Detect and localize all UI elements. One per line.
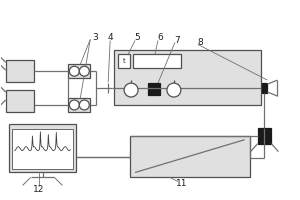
Bar	[6, 90, 34, 112]
Text: 5: 5	[134, 33, 140, 42]
Circle shape	[79, 66, 89, 76]
Text: 12: 12	[33, 185, 44, 194]
Bar	[257, 128, 272, 144]
Circle shape	[124, 83, 138, 97]
Text: 6: 6	[157, 33, 163, 42]
Bar	[12, 129, 74, 169]
Circle shape	[69, 66, 79, 76]
Text: 3: 3	[92, 33, 98, 42]
Bar	[118, 54, 130, 68]
Bar	[114, 50, 262, 105]
Circle shape	[167, 83, 181, 97]
Text: 7: 7	[174, 36, 180, 45]
Text: 11: 11	[176, 179, 188, 188]
Circle shape	[69, 100, 79, 110]
Circle shape	[79, 100, 89, 110]
Text: t: t	[123, 58, 125, 64]
Text: 8: 8	[197, 38, 203, 47]
Bar	[68, 98, 90, 112]
Bar	[9, 124, 76, 171]
Bar	[6, 60, 34, 82]
Text: 4: 4	[107, 33, 113, 42]
Bar	[133, 54, 181, 68]
Bar	[148, 83, 160, 95]
Bar	[262, 83, 268, 93]
Bar	[130, 136, 250, 177]
Bar	[68, 64, 90, 78]
